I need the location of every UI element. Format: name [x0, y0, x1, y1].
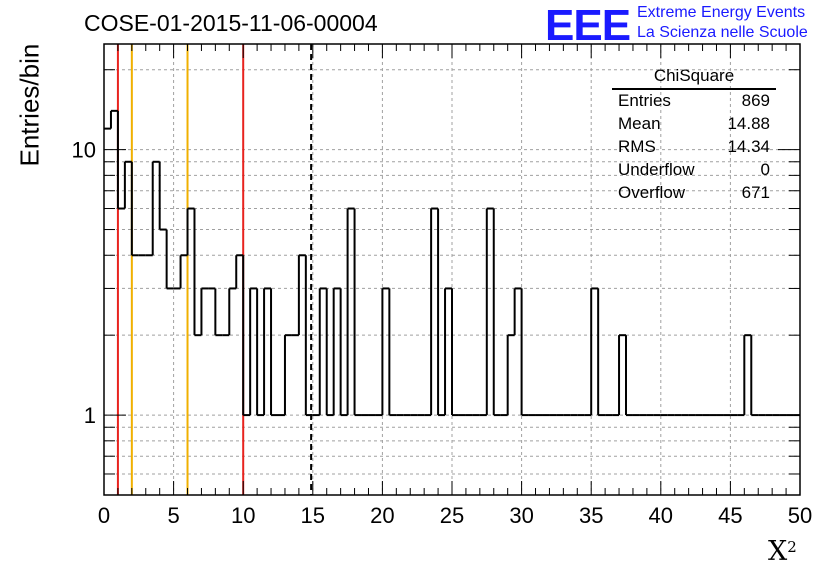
x-tick-label: 50	[788, 503, 812, 528]
x-tick-label: 40	[649, 503, 673, 528]
stats-divider	[612, 88, 776, 90]
axis-ticks	[103, 44, 801, 495]
x-tick-label: 35	[579, 503, 603, 528]
stats-row-rms: RMS 14.34	[612, 137, 776, 160]
stats-label: Entries	[618, 91, 671, 110]
x-tick-label: 30	[509, 503, 533, 528]
stats-value: 14.34	[727, 137, 770, 156]
stats-row-entries: Entries 869	[612, 91, 776, 114]
x-tick-label: 5	[167, 503, 179, 528]
x-axis-label-sup: 2	[787, 538, 797, 556]
stats-value: 671	[741, 183, 770, 202]
x-tick-label: 20	[370, 503, 394, 528]
stats-label: Overflow	[618, 183, 686, 202]
x-tick-label: 0	[98, 503, 110, 528]
org-line-1: Extreme Energy Events	[637, 4, 806, 21]
org-line-2: La Scienza nelle Scuole	[637, 24, 808, 41]
stats-box: ChiSquare Entries 869 Mean 14.88 RMS 14.…	[612, 66, 776, 206]
y-tick-label: 1	[84, 403, 96, 428]
x-axis-label-text: X	[768, 536, 788, 567]
stats-row-underflow: Underflow 0	[612, 160, 776, 183]
stats-title: ChiSquare	[653, 66, 735, 85]
x-tick-label: 25	[440, 503, 464, 528]
stats-label: RMS	[618, 137, 656, 156]
y-tick-label: 10	[72, 138, 96, 163]
x-tick-label: 10	[231, 503, 255, 528]
x-axis-label: X2	[768, 536, 797, 567]
histogram-bins	[104, 109, 800, 417]
stats-row-overflow: Overflow 671	[612, 183, 776, 206]
x-tick-labels: 0 5 10 15 20 25 30 35 40 45 50	[98, 503, 812, 528]
y-tick-labels: 1 10	[72, 138, 96, 428]
eee-logo: EEE	[545, 1, 631, 50]
stats-value: 0	[760, 160, 770, 179]
stats-value: 14.88	[727, 114, 770, 133]
x-tick-label: 15	[301, 503, 325, 528]
stats-value: 869	[741, 91, 770, 110]
x-tick-label: 45	[718, 503, 742, 528]
y-axis-label: Entries/bin	[14, 43, 45, 167]
stats-label: Mean	[618, 114, 661, 133]
stats-label: Underflow	[618, 160, 695, 179]
chart-title: COSE-01-2015-11-06-00004	[84, 10, 378, 36]
stats-row-mean: Mean 14.88	[612, 114, 776, 137]
